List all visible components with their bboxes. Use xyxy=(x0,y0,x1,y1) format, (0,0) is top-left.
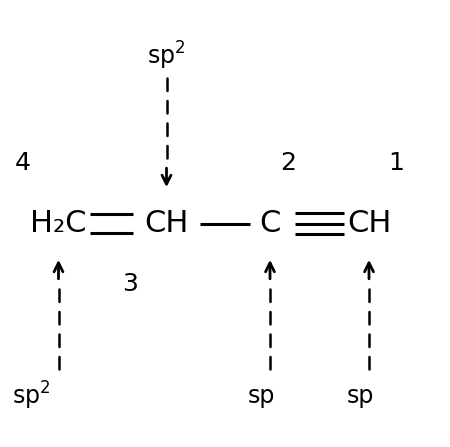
Text: CH: CH xyxy=(144,209,189,238)
Text: sp$^2$: sp$^2$ xyxy=(12,380,51,412)
Text: 1: 1 xyxy=(388,151,404,175)
Text: 4: 4 xyxy=(14,151,31,175)
Text: 3: 3 xyxy=(122,272,139,296)
Text: CH: CH xyxy=(347,209,391,238)
Text: sp: sp xyxy=(248,384,274,408)
Text: sp: sp xyxy=(346,384,374,408)
Text: 2: 2 xyxy=(280,151,296,175)
Text: H₂C: H₂C xyxy=(30,209,87,238)
Text: C: C xyxy=(259,209,281,238)
Text: sp$^2$: sp$^2$ xyxy=(147,40,186,72)
